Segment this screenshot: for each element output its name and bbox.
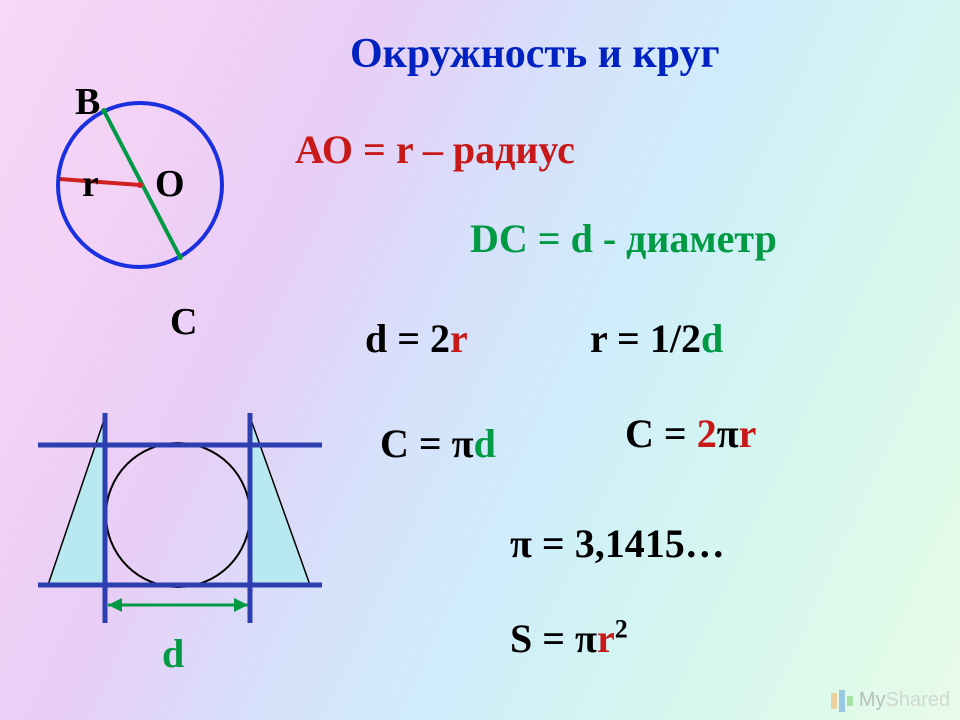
formula-c-pid: С = πd	[380, 420, 496, 467]
radius-suffix: – радиус	[413, 127, 575, 172]
radius-line	[60, 179, 140, 185]
diameter-definition: DС = d - диаметр	[470, 215, 777, 262]
diameter-suffix: - диаметр	[593, 216, 777, 261]
formula-pi-value: π = 3,1415…	[510, 520, 725, 567]
page-title: Окружность и круг	[350, 30, 720, 78]
cpid-black: С = π	[380, 421, 474, 466]
d2r-r: r	[450, 316, 468, 361]
formula-c-2pir: С = 2πr	[625, 410, 756, 457]
c2pr-pre: С =	[625, 411, 697, 456]
formula-r-halfd: r = 1/2d	[590, 315, 723, 362]
d-arrow-head-right	[234, 598, 248, 612]
diameter-prefix: DС =	[470, 216, 571, 261]
watermark-logo-icon	[831, 690, 853, 712]
radius-var: r	[396, 127, 413, 172]
point-b-dot	[101, 108, 107, 114]
point-c-dot	[177, 254, 183, 260]
triangle-right	[250, 417, 310, 585]
d-arrow-label: d	[162, 630, 184, 677]
watermark: MyShared	[831, 689, 950, 712]
formula-d-2r: d = 2r	[365, 315, 468, 362]
label-r: r	[82, 162, 99, 206]
rhd-black: r = 1/2	[590, 316, 701, 361]
s-sup: 2	[615, 615, 628, 644]
s-r: r	[597, 616, 615, 661]
radius-prefix: АО =	[295, 127, 396, 172]
label-o: О	[155, 162, 185, 206]
cpid-d: d	[474, 421, 496, 466]
label-b: В	[75, 80, 100, 124]
c2pr-2: 2	[697, 411, 717, 456]
rhd-d: d	[701, 316, 723, 361]
c2pr-r: r	[739, 411, 757, 456]
c2pr-pi: π	[717, 411, 739, 456]
d2r-black: d = 2	[365, 316, 450, 361]
label-c: С	[170, 300, 197, 344]
inscribed-circle	[106, 443, 250, 587]
diameter-var: d	[571, 216, 593, 261]
formula-s-pir2: S = πr2	[510, 615, 628, 662]
center-dot	[137, 182, 143, 188]
d-arrow-head-left	[108, 598, 122, 612]
tangent-diagram	[30, 405, 340, 635]
radius-definition: АО = r – радиус	[295, 126, 575, 173]
triangle-left	[48, 417, 105, 585]
s-black: S = π	[510, 616, 597, 661]
